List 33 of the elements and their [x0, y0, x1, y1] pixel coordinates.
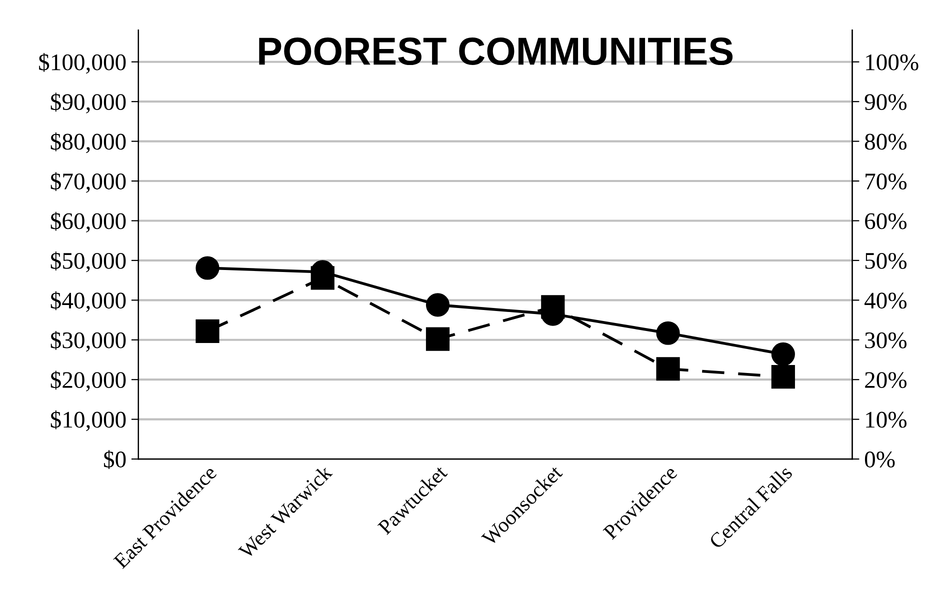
y-tick-label: $0: [104, 450, 126, 470]
y2-tick-label: 30%: [865, 332, 907, 348]
y-tick-label: $50,000: [50, 252, 126, 272]
point: [771, 342, 795, 366]
y-tick-label: $90,000: [50, 92, 126, 114]
y2-tick-label: 60%: [865, 213, 907, 230]
y2-tick-label: 10%: [866, 412, 907, 428]
y-tick-label: $10,000: [50, 410, 126, 432]
y-tick-label: $80,000: [50, 132, 126, 154]
point: [656, 357, 680, 381]
point: [656, 321, 680, 345]
y-tick-label: $20,000: [50, 370, 126, 392]
y-tick-label: $100,000: [39, 52, 126, 74]
point: [426, 293, 450, 317]
y2-tick-label: 20%: [865, 372, 907, 388]
chart-title: POOREST COMMUNITIES: [259, 38, 733, 66]
y2-tick-label: 70%: [866, 174, 907, 190]
point: [541, 295, 565, 319]
y-tick-label: $60,000: [50, 212, 126, 233]
y2-tick-label: 90%: [864, 94, 907, 110]
y-tick-label: $40,000: [50, 291, 126, 312]
y2-tick-label: 40%: [864, 292, 907, 309]
point: [771, 365, 795, 389]
point: [196, 319, 220, 343]
y-tick-label: $70,000: [50, 172, 126, 193]
point: [426, 327, 450, 351]
y2-tick-label: 50%: [865, 252, 907, 269]
point: [310, 266, 334, 290]
y2-tick-label: 100%: [866, 54, 918, 70]
y2-tick-label: 80%: [864, 134, 907, 150]
y-tick-label: $30,000: [50, 330, 126, 352]
y2-tick-label: 0%: [864, 452, 895, 468]
point: [196, 256, 220, 280]
